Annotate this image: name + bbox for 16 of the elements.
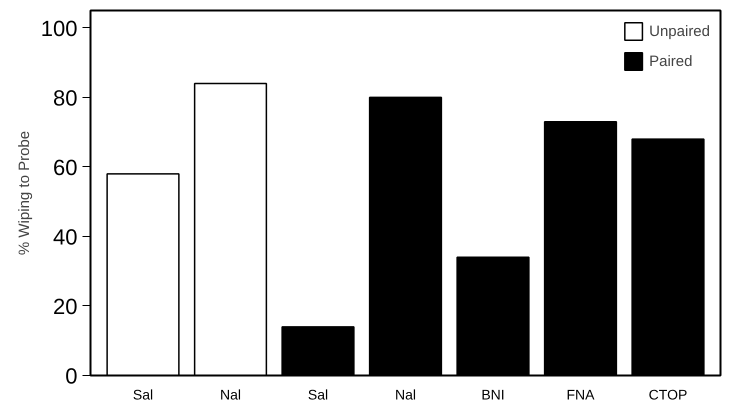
- y-tick-label: 40: [53, 224, 78, 250]
- y-tick-label: 0: [65, 364, 78, 388]
- y-tick-label: 60: [53, 154, 78, 180]
- x-tick-label: Sal: [308, 386, 328, 402]
- x-tick-label: FNA: [566, 386, 596, 402]
- x-tick-label: Sal: [132, 386, 154, 402]
- x-tick-label: Nal: [220, 386, 242, 402]
- x-tick-label: CTOP: [648, 386, 688, 402]
- y-tick-label: 100: [40, 16, 78, 41]
- y-axis-title: % Wiping to Probe: [16, 130, 33, 256]
- legend-label: Unpaired: [649, 22, 710, 40]
- y-tick-label: 20: [53, 294, 78, 319]
- legend-label: Paired: [649, 52, 692, 70]
- y-tick-label: 80: [53, 85, 78, 110]
- x-tick-label: BNI: [481, 386, 505, 402]
- x-tick-label: Nal: [394, 386, 416, 402]
